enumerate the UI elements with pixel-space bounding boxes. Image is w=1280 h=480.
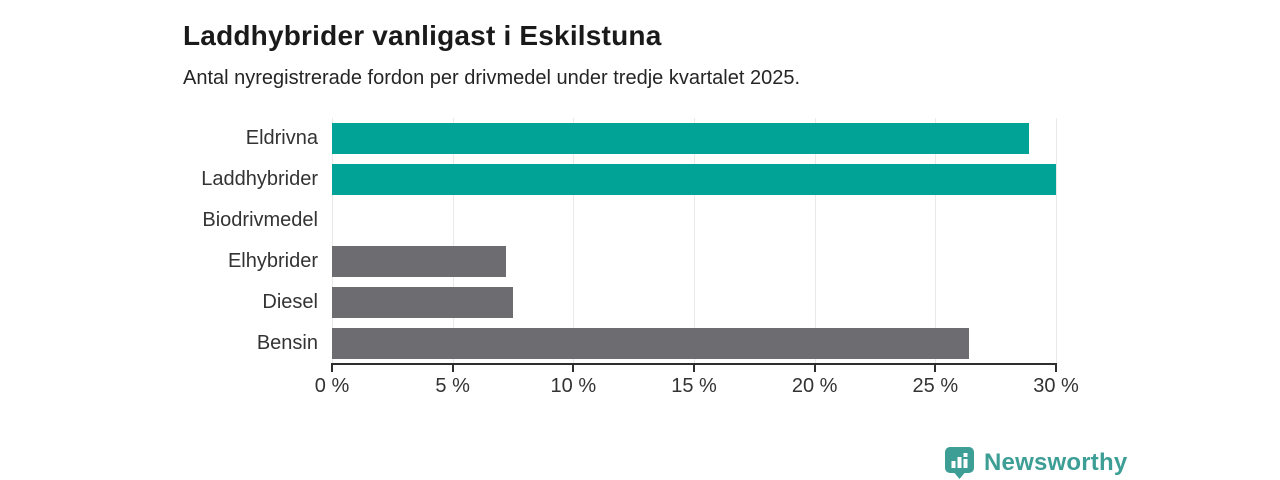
tick-label: 25 % [912,375,959,397]
tick-label: 10 % [550,375,597,397]
newsworthy-bar-chart-pin-icon [944,446,975,480]
newsworthy-wordmark: Newsworthy [984,449,1128,476]
category-label: Elhybrider [227,250,318,272]
tick-mark [1055,365,1057,372]
chart-subtitle: Antal nyregistrerade fordon per drivmede… [183,67,801,89]
category-label: Laddhybrider [201,168,318,190]
gridline [573,118,575,364]
gridline [1056,118,1057,364]
gridline [694,118,695,364]
newsworthy-logo: Newsworthy [944,446,1127,480]
tick-mark [572,365,575,372]
chart-title: Laddhybrider vanligast i Eskilstuna [183,19,662,51]
tick-mark [693,365,695,372]
category-label: Biodrivmedel [202,209,318,231]
x-axis: 0 % 5 % 10 % 15 % 20 % 25 % 30 % [315,363,1079,403]
gridline [452,118,454,364]
gridline [332,118,333,364]
category-label: Eldrivna [245,127,318,149]
gridline [935,118,937,364]
bar-bensin [332,328,970,359]
tick-mark [934,365,937,372]
bar-eldrivna [332,123,1030,154]
tick-label: 5 % [435,375,470,397]
bar-laddhybrider [332,164,1056,195]
category-label: Diesel [262,291,318,313]
bar-chart-plot [332,118,1057,364]
tick-mark [331,365,333,372]
bar-diesel [332,287,513,318]
tick-mark [813,365,816,372]
category-labels: Eldrivna Laddhybrider Biodrivmedel Elhybrid… [80,118,318,364]
tick-mark [451,365,454,372]
category-label: Bensin [256,332,318,354]
tick-label: 15 % [671,375,717,397]
tick-label: 20 % [791,375,838,397]
tick-label: 0 % [314,375,350,397]
x-axis-line [331,363,1057,365]
gridline [814,118,816,364]
bar-elhybrider [332,246,506,277]
tick-label: 30 % [1033,375,1079,397]
